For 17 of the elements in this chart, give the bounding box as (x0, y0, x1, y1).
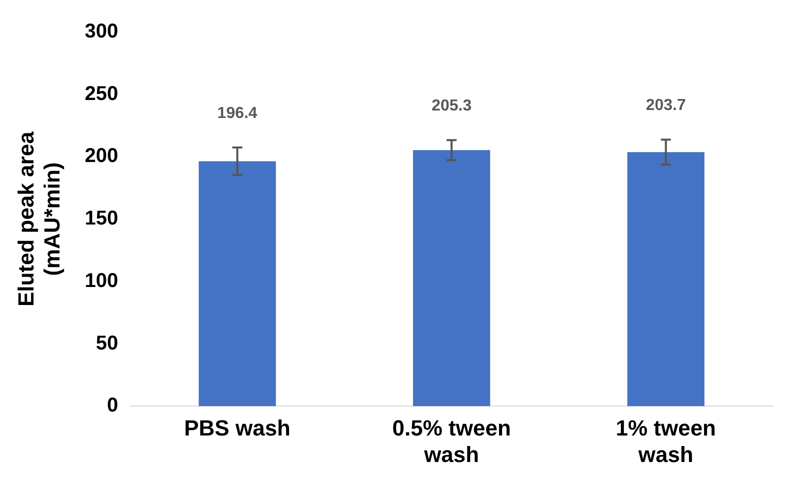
y-tick-label: 50 (96, 332, 118, 354)
data-label: 203.7 (646, 97, 686, 114)
y-axis-title: Eluted peak area (mAU*min) (13, 130, 65, 307)
y-tick-label: 0 (107, 394, 118, 417)
x-tick-label: PBS wash (184, 415, 290, 440)
y-tick-label: 100 (84, 270, 118, 292)
data-label: 196.4 (217, 104, 258, 122)
x-tick-label: 0.5% tween wash (392, 415, 511, 467)
y-tick-label: 300 (84, 20, 118, 43)
y-tick-label: 150 (84, 208, 118, 230)
data-label: 205.3 (432, 98, 472, 115)
bar (198, 161, 276, 406)
y-tick-label: 200 (84, 145, 118, 168)
y-tick-label: 250 (84, 82, 118, 105)
bar (413, 150, 490, 406)
bar (627, 152, 704, 406)
x-tick-label: 1% tween wash (616, 415, 716, 467)
